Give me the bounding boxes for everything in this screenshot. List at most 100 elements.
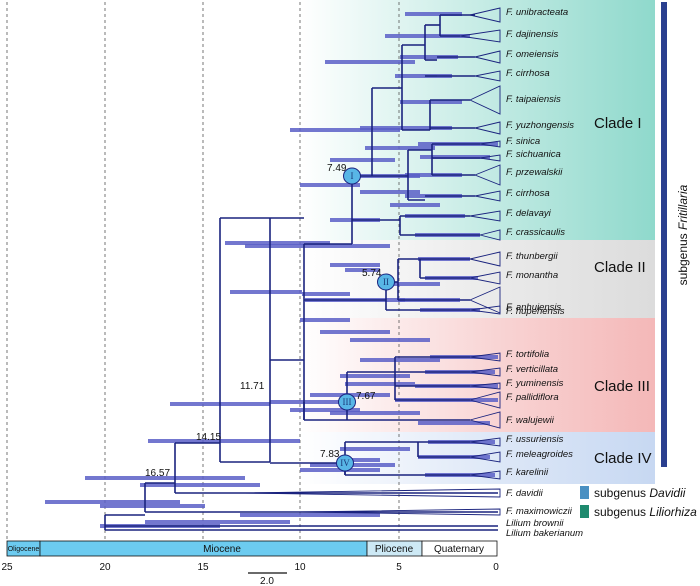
taxon-label: F. ussuriensis [506, 434, 564, 445]
scale-bar-label: 2.0 [260, 576, 274, 586]
collapsed-clade-triangle [299, 508, 501, 516]
hpd-bar [330, 158, 395, 162]
collapsed-clade-triangle [469, 367, 501, 377]
taxon-label: F. monantha [506, 270, 558, 281]
taxon-label: F. sichuanica [506, 149, 561, 160]
hpd-bar [325, 60, 415, 64]
hpd-bar [345, 382, 415, 386]
collapsed-clade-triangle [469, 352, 501, 362]
hpd-bar [85, 476, 245, 480]
hpd-bar [225, 241, 330, 245]
taxon-label: F. yuzhongensis [506, 120, 574, 131]
collapsed-clade-triangle [468, 85, 501, 115]
collapsed-clade-triangle [468, 391, 501, 409]
node-age: 7.67 [356, 391, 376, 402]
node-age: 5.74 [362, 268, 382, 279]
subgenus-liliorhiza-label: subgenus Liliorhiza [594, 505, 697, 519]
hpd-bar [300, 183, 360, 187]
node-age: 14.15 [196, 432, 221, 443]
hpd-bar [340, 458, 380, 462]
collapsed-clade-triangle [474, 70, 501, 82]
epoch-label: Miocene [203, 544, 241, 555]
node-age: 7.83 [320, 449, 340, 460]
node-number: II [383, 277, 389, 287]
taxon-label: F. sinica [506, 136, 540, 147]
hpd-bar [290, 408, 360, 412]
subgenus-liliorhiza-swatch [580, 505, 589, 518]
taxon-label: F. crassicaulis [506, 227, 565, 238]
taxon-label: F. dajinensis [506, 29, 558, 40]
subgenus-davidii-label: subgenus Davidii [594, 486, 686, 500]
collapsed-clade-triangle [469, 305, 501, 315]
hpd-bar [395, 74, 452, 78]
hpd-bar [390, 282, 440, 286]
hpd-bar [360, 358, 440, 362]
hpd-bar [330, 411, 420, 415]
collapsed-clade-triangle [469, 210, 501, 222]
collapsed-clade-triangle [469, 251, 501, 267]
node-age: 7.49 [327, 163, 347, 174]
node-number: III [343, 397, 352, 407]
hpd-bar [148, 439, 300, 443]
taxon-label: F. davidii [506, 488, 544, 499]
hpd-bar [365, 146, 435, 150]
taxon-label: F. delavayi [506, 208, 552, 219]
collapsed-clade-triangle [469, 437, 501, 447]
collapsed-clade-triangle [469, 451, 501, 463]
epoch-label: Quaternary [434, 544, 484, 555]
taxon-label: F. pallidiflora [506, 392, 559, 403]
collapsed-clade-triangle [469, 7, 501, 23]
hpd-bar [345, 268, 380, 272]
collapsed-clade-triangle [244, 488, 501, 498]
node-marker-IV: IV [336, 454, 354, 472]
taxon-label: F. omeiensis [506, 49, 559, 60]
hpd-bar [240, 513, 380, 517]
hpd-bar [300, 318, 350, 322]
hpd-bar [145, 520, 290, 524]
taxon-label: F. verticillata [506, 364, 558, 375]
taxon-label: F. yuminensis [506, 378, 564, 389]
epoch-label: Oligocene [8, 546, 40, 553]
hpd-bar [320, 330, 390, 334]
epoch-label: Pliocene [375, 544, 414, 555]
hpd-bar [340, 447, 410, 451]
tree-branches [104, 14, 498, 531]
taxon-label: Lilium bakerianum [506, 528, 583, 539]
hpd-bar [245, 244, 390, 248]
node-number: IV [340, 458, 350, 468]
taxon-label: Lilium brownii [506, 518, 564, 529]
collapsed-clade-triangle [479, 140, 501, 148]
hpd-bar [390, 203, 440, 207]
node-age: 16.57 [145, 468, 170, 479]
hpd-bar [270, 400, 345, 404]
hpd-bar [302, 292, 350, 296]
hpd-bar [140, 483, 260, 487]
taxon-label: F. przewalskii [506, 167, 563, 178]
taxon-label: F. meleagroides [506, 449, 573, 460]
collapsed-clade-triangle [468, 286, 501, 314]
collapsed-triangles [244, 7, 501, 516]
collapsed-clade-triangle [479, 154, 501, 162]
collapsed-clade-triangle [469, 470, 501, 480]
clade-1-label: Clade I [594, 115, 642, 132]
collapsed-clade-triangle [469, 382, 501, 390]
node-marker-III: III [338, 393, 356, 411]
subgenus-davidii-swatch [580, 486, 589, 499]
clade-1-background [300, 0, 655, 240]
hpd-bar [100, 504, 205, 508]
geologic-timescale: Oligocene Miocene Pliocene Quaternary [6, 540, 498, 557]
axis-tick-label: 20 [99, 562, 111, 573]
hpd-bar [350, 338, 430, 342]
collapsed-clade-triangle [479, 229, 501, 241]
axis-tick-label: 5 [396, 562, 402, 573]
hpd-bar [405, 12, 462, 16]
taxon-label: F. walujewii [506, 415, 555, 426]
clade-2-label: Clade II [594, 259, 646, 276]
collapsed-clade-triangle [469, 271, 501, 285]
subgenus-fritillaria-label: subgenus Fritillaria [676, 184, 690, 285]
hpd-bar [360, 190, 420, 194]
taxon-label: F. unibracteata [506, 7, 568, 18]
hpd-bar [340, 374, 410, 378]
epoch-quaternary [421, 540, 498, 557]
hpd-bar [420, 155, 490, 159]
